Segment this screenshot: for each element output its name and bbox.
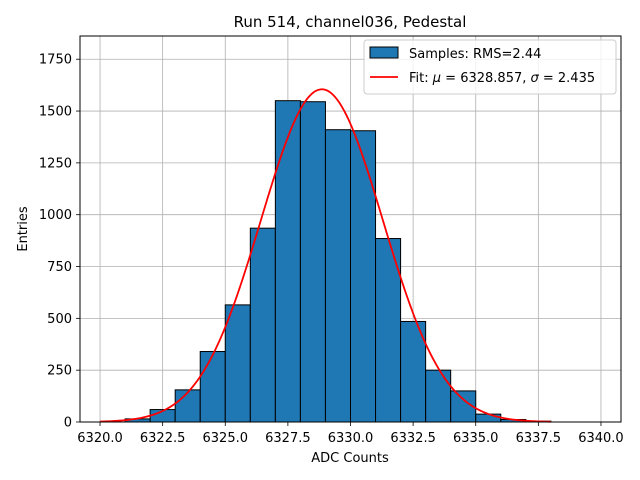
legend-fit-sigma: σ	[531, 71, 540, 86]
histogram-bar	[274, 100, 301, 423]
y-tick-label: 1250	[39, 156, 72, 171]
y-tick-label: 750	[47, 260, 72, 275]
x-tick-label: 6340.0	[578, 431, 624, 446]
histogram-bar	[224, 304, 251, 423]
histogram-bars	[124, 100, 552, 423]
legend-label-fit: Fit: μ = 6328.857, σ = 2.435	[409, 71, 595, 86]
x-tick-label: 6337.5	[516, 431, 562, 446]
histogram-bar	[199, 351, 226, 423]
x-tick-label: 6327.5	[265, 431, 311, 446]
legend-fit-mu: μ	[432, 71, 441, 86]
y-tick-label: 500	[47, 312, 72, 327]
histogram-bar	[324, 129, 352, 423]
histogram-bar	[249, 227, 276, 423]
y-tick-label: 250	[47, 364, 72, 379]
histogram-bar	[299, 101, 326, 423]
y-axis-ticks: 0 250 500 750 1000 1250 1500 1750	[39, 53, 80, 431]
chart-title: Run 514, channel036, Pedestal	[234, 13, 467, 31]
y-tick-label: 0	[64, 416, 72, 431]
x-tick-label: 6335.0	[453, 431, 499, 446]
legend-fit-mid: = 6328.857,	[441, 71, 530, 86]
legend-label-samples: Samples: RMS=2.44	[409, 47, 541, 62]
histogram-bar	[174, 389, 201, 423]
x-axis-ticks: 6320.0 6322.5 6325.0 6327.5 6330.0 6332.5 6335…	[77, 422, 624, 446]
x-tick-label: 6330.0	[328, 431, 374, 446]
legend-fit-suffix: = 2.435	[539, 71, 595, 86]
histogram-bar	[475, 413, 502, 423]
x-tick-label: 6322.5	[140, 431, 186, 446]
fit-curve	[100, 88, 551, 423]
x-tick-label: 6325.0	[203, 431, 249, 446]
legend-fit-prefix: Fit:	[409, 71, 433, 86]
y-tick-label: 1500	[39, 105, 72, 120]
legend-swatch-samples	[369, 46, 399, 59]
y-tick-label: 1750	[39, 53, 72, 68]
x-axis-label: ADC Counts	[311, 451, 389, 466]
histogram-bar	[375, 238, 402, 423]
legend: Samples: RMS=2.44 Fit: μ = 6328.857, σ =…	[363, 39, 617, 95]
histogram-bar	[425, 369, 452, 423]
x-tick-label: 6332.5	[390, 431, 436, 446]
y-tick-label: 1000	[39, 208, 72, 223]
fit-curve-group	[100, 88, 551, 423]
y-axis-label: Entries	[16, 206, 31, 252]
histogram-bar	[350, 130, 377, 423]
legend-frame	[363, 39, 617, 95]
x-tick-label: 6320.0	[77, 431, 123, 446]
